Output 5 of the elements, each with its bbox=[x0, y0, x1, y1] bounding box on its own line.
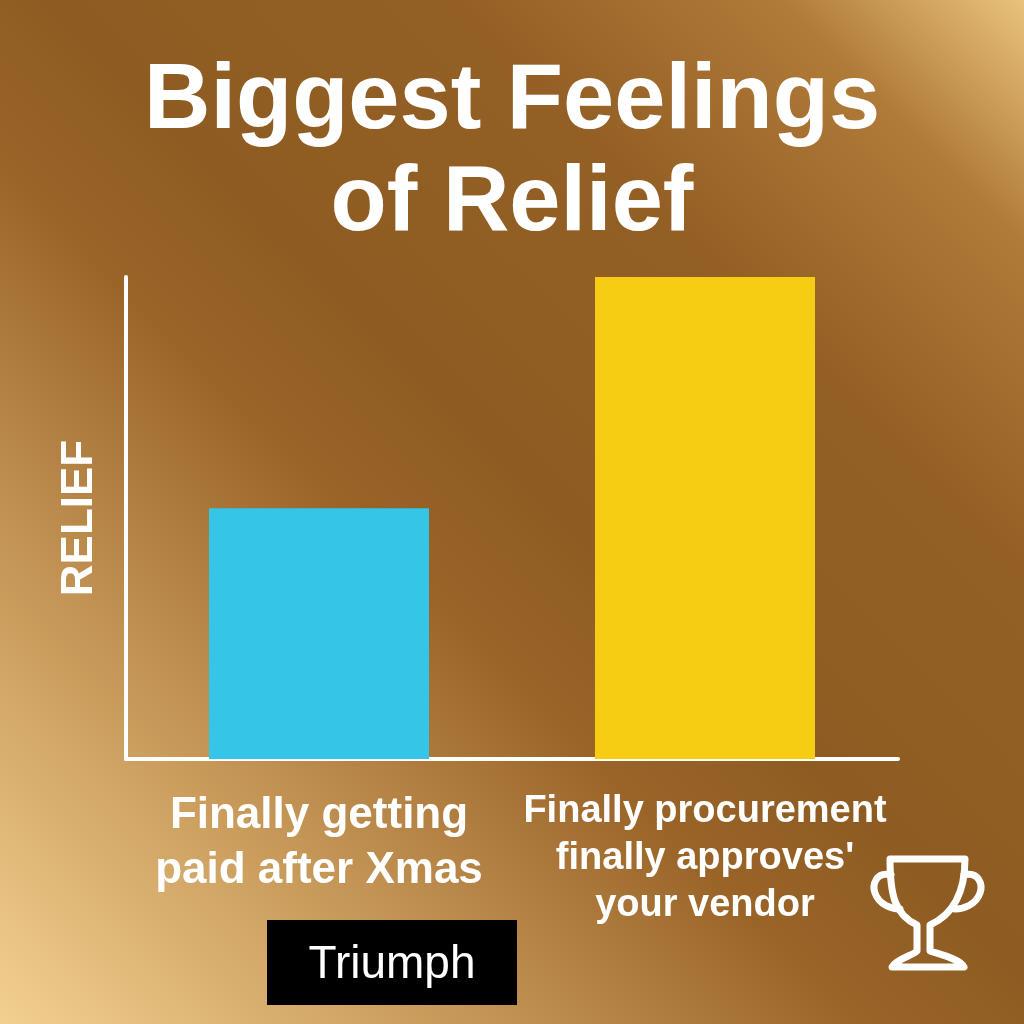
x-tick-label: Finally getting paid after Xmas bbox=[155, 788, 483, 892]
x-tick-label: Finally procurement finally approves' your vendor bbox=[523, 787, 887, 924]
chart-title: Biggest Feelings of Relief bbox=[143, 45, 881, 249]
y-axis-title: RELIEF bbox=[51, 439, 101, 597]
text: Triumph bbox=[267, 920, 517, 1005]
